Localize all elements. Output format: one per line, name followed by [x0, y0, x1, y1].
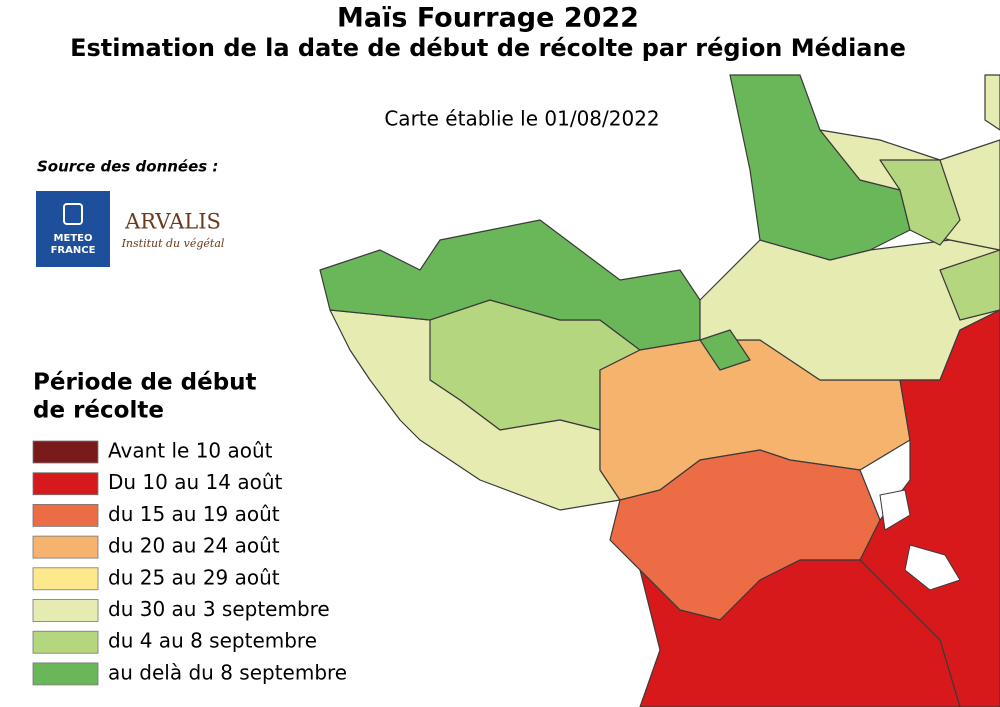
legend-label: Avant le 10 août: [108, 439, 273, 463]
title: Maïs Fourrage 2022: [337, 3, 639, 34]
legend-swatch: [32, 535, 99, 559]
legend-title: de récolte: [33, 398, 164, 424]
legend-label: du 15 au 19 août: [108, 502, 280, 526]
legend-title: Période de début: [33, 370, 257, 396]
arvalis-logo: ARVALIS: [124, 210, 221, 234]
hole: [879, 489, 911, 531]
legend-swatch: [32, 630, 99, 654]
region: [939, 249, 1000, 321]
legend: Période de début de récolte Avant le 10 …: [32, 370, 347, 686]
map: [319, 74, 1000, 707]
legend-swatch: [32, 599, 99, 622]
legend-swatch: [32, 503, 99, 527]
legend-label: au delà du 8 septembre: [108, 660, 347, 684]
arvalis-tagline: Institut du végétal: [121, 237, 225, 250]
legend-label: du 30 au 3 septembre: [108, 597, 330, 621]
meteo-text: FRANCE: [51, 245, 96, 256]
legend-swatch: [32, 567, 99, 591]
legend-label: Du 10 au 14 août: [108, 470, 283, 494]
region: [639, 559, 961, 707]
legend-swatch: [32, 472, 99, 496]
region: [879, 159, 961, 246]
meteo-text: METEO: [54, 233, 93, 244]
hole: [904, 544, 961, 591]
subtitle: Estimation de la date de début de récolt…: [70, 34, 906, 62]
region: [319, 219, 701, 351]
legend-label: du 20 au 24 août: [108, 534, 280, 558]
legend-swatch: [32, 440, 99, 464]
legend-label: du 4 au 8 septembre: [108, 629, 317, 653]
legend-swatch: [32, 662, 99, 686]
title-band: [0, 0, 1000, 72]
map-date: Carte établie le 01/08/2022: [384, 107, 659, 131]
meteo-icon: [63, 203, 83, 225]
region: [984, 74, 1000, 131]
region: [699, 329, 751, 371]
source-label: Source des données :: [37, 158, 218, 176]
legend-label: du 25 au 29 août: [108, 565, 280, 589]
